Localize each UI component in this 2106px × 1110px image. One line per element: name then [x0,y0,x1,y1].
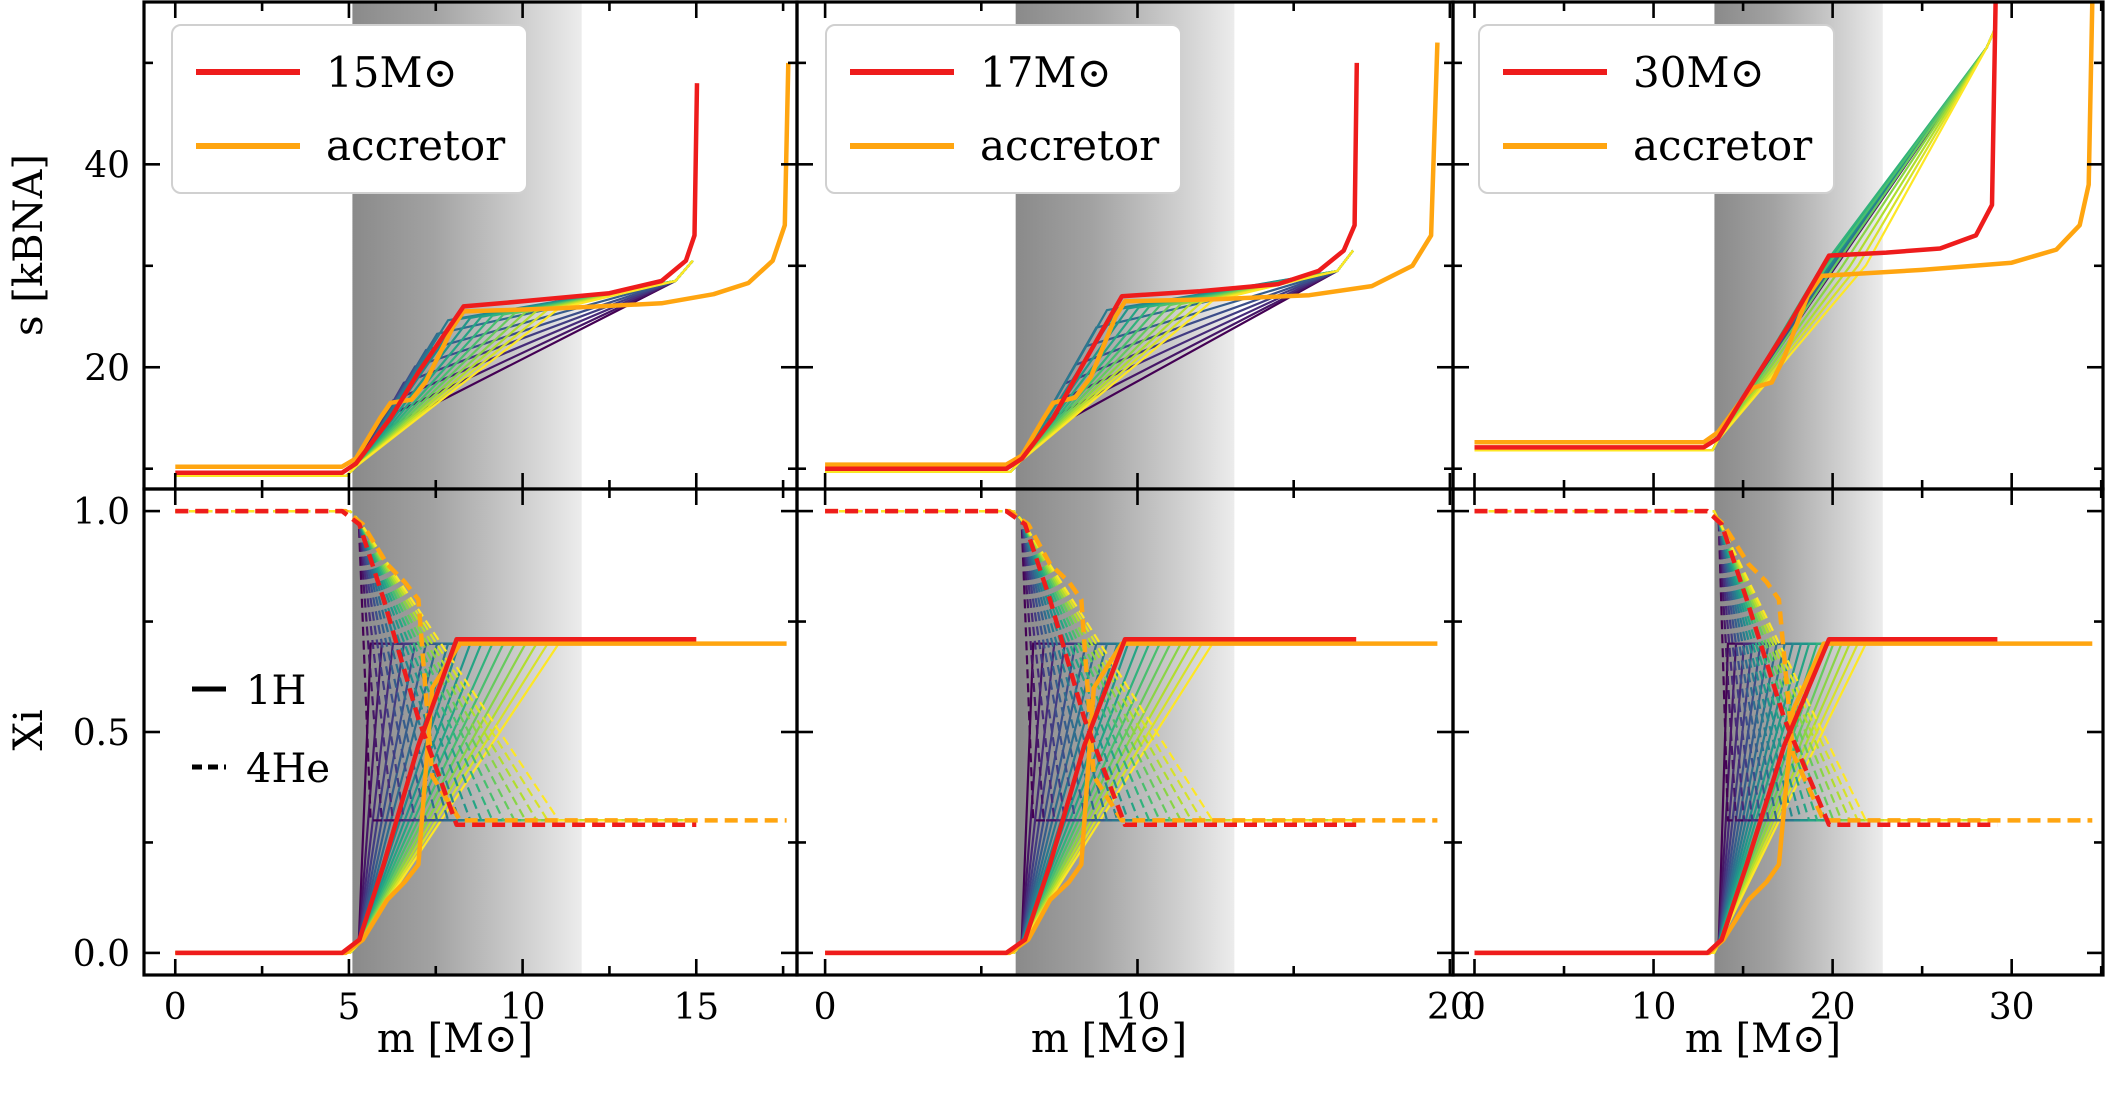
donor-line-h1 [175,636,697,956]
x-axis-label-panel-2: m [M⊙] [1031,1016,1187,1062]
x-tick-label: 10 [500,987,546,1028]
legend-box [825,24,1182,194]
x-tick-label: 0 [164,987,187,1028]
donor-line-h1 [1474,636,1998,956]
legend-accretor-label: accretor [326,121,506,170]
x-axis-label-panel-3: m [M⊙] [1685,1016,1841,1062]
legend-panel-1: 15M⊙ accretor [171,24,528,194]
donor-line-entropy [175,83,700,476]
x-tick-label: 20 [1427,987,1473,1028]
donor-line-he4 [825,508,1357,828]
x-tick-label: 10 [1631,987,1677,1028]
legend-panel-3: 30M⊙ accretor [1478,24,1835,194]
y-tick-label: 1.0 [73,492,130,533]
x-tick-label: 30 [1989,987,2035,1028]
x-tick-label: 15 [673,987,719,1028]
plot-area-bottom-panel-1 [175,489,787,975]
donor-line-entropy [825,62,1360,471]
model-line-he4 [1474,510,1998,822]
abundance-legend: 1H 4He [192,668,330,792]
legend-accretor-label: accretor [980,121,1160,170]
x-tick-label: 0 [814,987,837,1028]
model-line-entropy [825,249,1354,473]
legend-donor-label: 30M⊙ [1633,48,1765,97]
legend-donor-label: 15M⊙ [326,48,458,97]
donor-line-entropy [1474,2,1998,450]
bottom-y-axis-label: Xi [6,709,52,750]
y-tick-label: 20 [84,348,130,389]
accretor-line-entropy [175,62,791,469]
legend-box [1478,24,1835,194]
legend-he4-label: 4He [246,746,330,792]
y-tick-label: 0.5 [73,713,130,754]
x-tick-label: 10 [1115,987,1161,1028]
accretor-line-he4 [175,508,787,823]
x-tick-label: 20 [1810,987,1856,1028]
plot-area-bottom-panel-3 [1474,489,2093,975]
legend-donor-label: 17M⊙ [980,48,1112,97]
accretor-line-entropy [825,42,1440,467]
y-tick-label: 0.0 [73,934,130,975]
y-tick-label: 40 [84,145,130,186]
donor-line-he4 [175,508,697,828]
plot-area-bottom-panel-2 [825,489,1438,975]
legend-h1-label: 1H [246,668,306,714]
x-tick-label: 5 [337,987,360,1028]
x-tick-label: 0 [1463,987,1486,1028]
legend-box [171,24,528,194]
top-y-axis-label: s [kBNA] [6,154,52,336]
legend-panel-2: 17M⊙ accretor [825,24,1182,194]
legend-accretor-label: accretor [1633,121,1813,170]
model-line-entropy [1474,26,1997,452]
donor-line-he4 [1474,508,1998,828]
model-line-entropy [175,259,694,477]
donor-line-h1 [825,636,1357,956]
x-axis-label-panel-1: m [M⊙] [377,1016,533,1062]
